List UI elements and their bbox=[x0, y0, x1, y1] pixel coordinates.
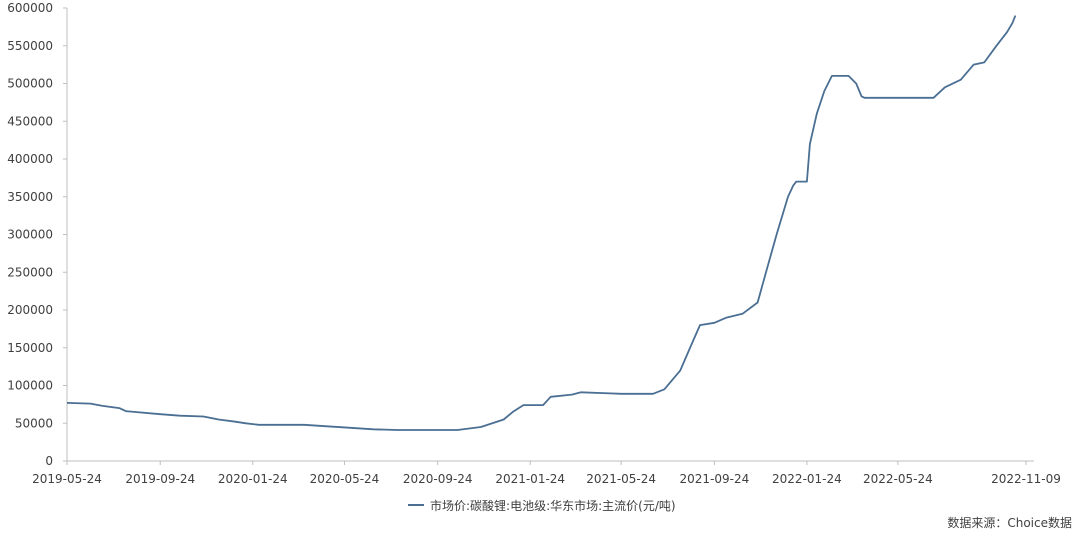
x-axis: 2019-05-24 2019-09-24 2020-01-24 2020-05-24… bbox=[32, 460, 1061, 486]
x-tick-label: 2019-05-24 bbox=[32, 472, 102, 486]
y-tick-label: 600000 bbox=[7, 1, 53, 15]
y-tick-label: 150000 bbox=[7, 341, 53, 355]
y-tick-label: 400000 bbox=[7, 152, 53, 166]
x-tick-label: 2020-01-24 bbox=[218, 472, 288, 486]
x-tick-label: 2020-09-24 bbox=[403, 472, 473, 486]
plot-area bbox=[66, 15, 1017, 431]
x-tick-label: 2021-01-24 bbox=[495, 472, 565, 486]
legend-label: 市场价:碳酸锂:电池级:华东市场:主流价(元/吨) bbox=[430, 498, 676, 513]
y-tick-label: 200000 bbox=[7, 303, 53, 317]
x-tick-label: 2021-09-24 bbox=[680, 472, 750, 486]
y-tick-label: 350000 bbox=[7, 190, 53, 204]
y-tick-label: 300000 bbox=[7, 228, 53, 242]
source-note: 数据来源：Choice数据 bbox=[947, 516, 1072, 530]
y-tick-label: 500000 bbox=[7, 77, 53, 91]
x-tick-label: 2022-11-09 bbox=[991, 472, 1061, 486]
x-tick-label: 2022-05-24 bbox=[863, 472, 933, 486]
y-axis: 0 50000 100000 150000 200000 250000 300000 3500… bbox=[7, 1, 68, 468]
x-tick-label: 2022-01-24 bbox=[772, 472, 842, 486]
y-tick-label: 550000 bbox=[7, 39, 53, 53]
series-line bbox=[66, 15, 1017, 431]
y-tick-label: 50000 bbox=[15, 416, 53, 430]
legend: 市场价:碳酸锂:电池级:华东市场:主流价(元/吨) bbox=[408, 496, 676, 514]
legend-swatch bbox=[408, 504, 424, 506]
y-tick-label: 0 bbox=[45, 454, 53, 468]
x-tick-label: 2020-05-24 bbox=[310, 472, 380, 486]
x-tick-label: 2019-09-24 bbox=[125, 472, 195, 486]
y-tick-label: 250000 bbox=[7, 265, 53, 279]
y-tick-label: 100000 bbox=[7, 379, 53, 393]
y-tick-label: 450000 bbox=[7, 114, 53, 128]
x-tick-label: 2021-05-24 bbox=[586, 472, 656, 486]
